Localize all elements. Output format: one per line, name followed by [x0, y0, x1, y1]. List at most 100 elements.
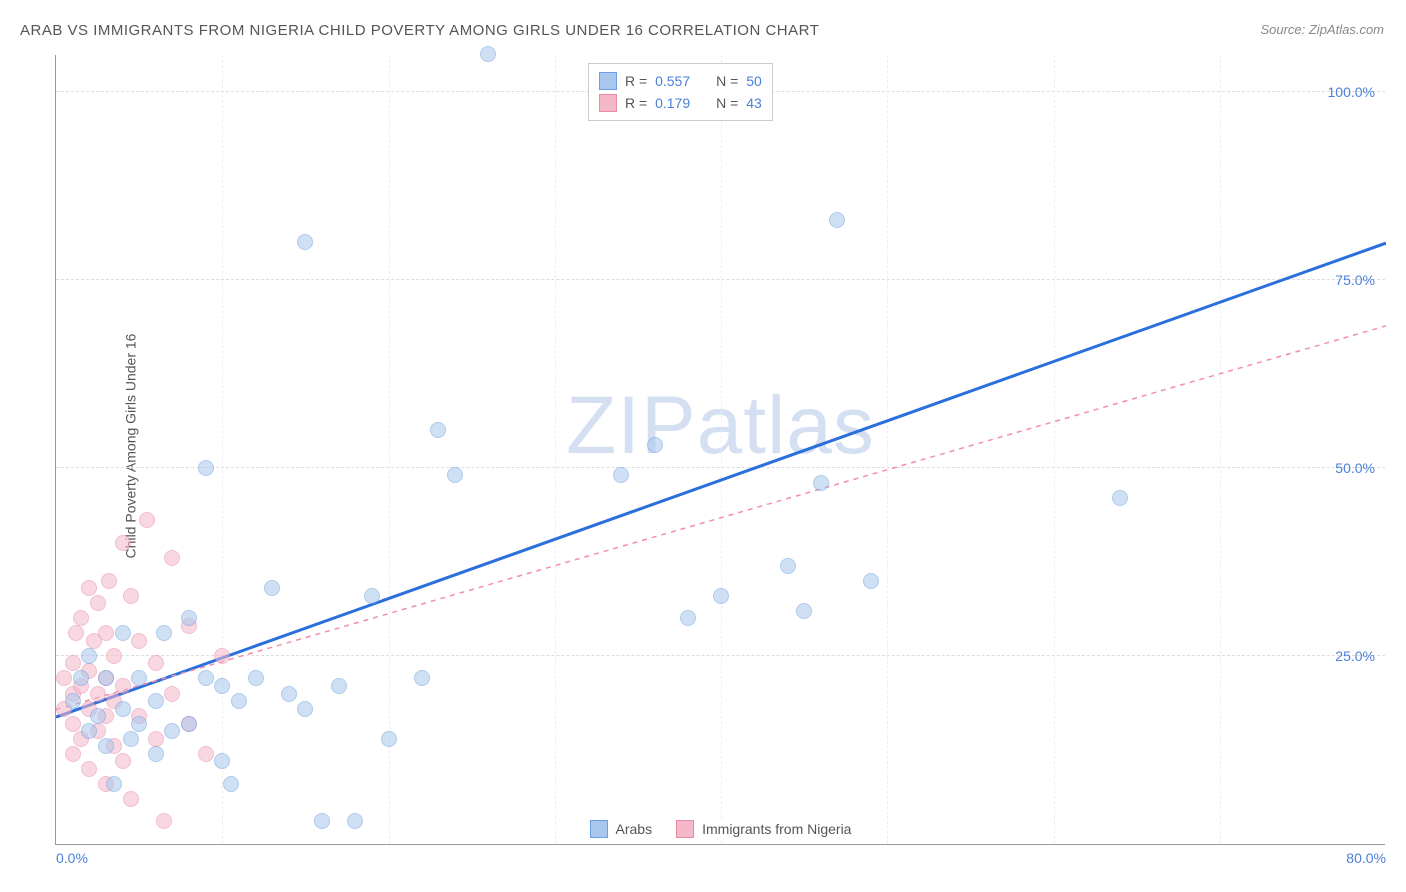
series-legend: Arabs Immigrants from Nigeria: [582, 818, 860, 840]
legend-r-label: R = 0.557: [625, 73, 708, 89]
legend-n-value: 50: [746, 73, 762, 89]
data-point: [314, 813, 330, 829]
gridline-v: [1220, 55, 1221, 844]
legend-item: Arabs: [590, 820, 653, 838]
x-tick-label: 80.0%: [1346, 850, 1386, 866]
data-point: [81, 761, 97, 777]
data-point: [65, 655, 81, 671]
data-point: [248, 670, 264, 686]
correlation-legend: R = 0.557 N = 50 R = 0.179 N = 43: [588, 63, 773, 121]
x-tick-label: 0.0%: [56, 850, 88, 866]
data-point: [148, 746, 164, 762]
data-point: [297, 701, 313, 717]
data-point: [106, 648, 122, 664]
data-point: [156, 813, 172, 829]
legend-r-label: R = 0.179: [625, 95, 708, 111]
data-point: [198, 460, 214, 476]
data-point: [123, 731, 139, 747]
data-point: [106, 776, 122, 792]
data-point: [223, 776, 239, 792]
data-point: [98, 670, 114, 686]
data-point: [447, 467, 463, 483]
data-point: [90, 595, 106, 611]
data-point: [214, 753, 230, 769]
y-tick-label: 50.0%: [1335, 460, 1375, 476]
data-point: [56, 670, 72, 686]
source-attribution: Source: ZipAtlas.com: [1260, 22, 1384, 37]
legend-r-value: 0.179: [655, 95, 690, 111]
data-point: [148, 655, 164, 671]
data-point: [198, 670, 214, 686]
gridline-v: [887, 55, 888, 844]
data-point: [680, 610, 696, 626]
data-point: [68, 625, 84, 641]
data-point: [156, 625, 172, 641]
legend-n-label: N = 50: [716, 73, 762, 89]
data-point: [1112, 490, 1128, 506]
data-point: [123, 791, 139, 807]
legend-item: Immigrants from Nigeria: [676, 820, 851, 838]
data-point: [713, 588, 729, 604]
data-point: [90, 686, 106, 702]
data-point: [98, 625, 114, 641]
data-point: [281, 686, 297, 702]
legend-swatch: [676, 820, 694, 838]
legend-swatch: [599, 72, 617, 90]
data-point: [148, 731, 164, 747]
data-point: [813, 475, 829, 491]
data-point: [164, 723, 180, 739]
data-point: [264, 580, 280, 596]
data-point: [414, 670, 430, 686]
data-point: [148, 693, 164, 709]
data-point: [164, 686, 180, 702]
data-point: [214, 678, 230, 694]
data-point: [480, 46, 496, 62]
gridline-v: [1054, 55, 1055, 844]
legend-n-value: 43: [746, 95, 762, 111]
data-point: [131, 716, 147, 732]
data-point: [347, 813, 363, 829]
data-point: [81, 648, 97, 664]
data-point: [65, 716, 81, 732]
data-point: [214, 648, 230, 664]
data-point: [81, 580, 97, 596]
legend-n-label: N = 43: [716, 95, 762, 111]
data-point: [73, 610, 89, 626]
data-point: [98, 738, 114, 754]
data-point: [90, 708, 106, 724]
data-point: [829, 212, 845, 228]
data-point: [139, 512, 155, 528]
data-point: [131, 633, 147, 649]
legend-swatch: [590, 820, 608, 838]
gridline-v: [222, 55, 223, 844]
data-point: [613, 467, 629, 483]
data-point: [65, 746, 81, 762]
gridline-v: [721, 55, 722, 844]
data-point: [231, 693, 247, 709]
legend-r-value: 0.557: [655, 73, 690, 89]
data-point: [863, 573, 879, 589]
data-point: [780, 558, 796, 574]
scatter-plot-area: ZIPatlas 25.0%50.0%75.0%100.0%0.0%80.0%R…: [55, 55, 1385, 845]
y-tick-label: 75.0%: [1335, 272, 1375, 288]
data-point: [181, 610, 197, 626]
data-point: [430, 422, 446, 438]
data-point: [115, 535, 131, 551]
data-point: [73, 670, 89, 686]
data-point: [647, 437, 663, 453]
legend-series-name: Arabs: [616, 821, 653, 837]
y-tick-label: 25.0%: [1335, 648, 1375, 664]
data-point: [115, 701, 131, 717]
data-point: [364, 588, 380, 604]
data-point: [131, 670, 147, 686]
gridline-v: [389, 55, 390, 844]
data-point: [381, 731, 397, 747]
legend-series-name: Immigrants from Nigeria: [702, 821, 851, 837]
data-point: [65, 693, 81, 709]
legend-row: R = 0.557 N = 50: [599, 70, 762, 92]
data-point: [198, 746, 214, 762]
data-point: [115, 753, 131, 769]
legend-swatch: [599, 94, 617, 112]
data-point: [796, 603, 812, 619]
legend-row: R = 0.179 N = 43: [599, 92, 762, 114]
